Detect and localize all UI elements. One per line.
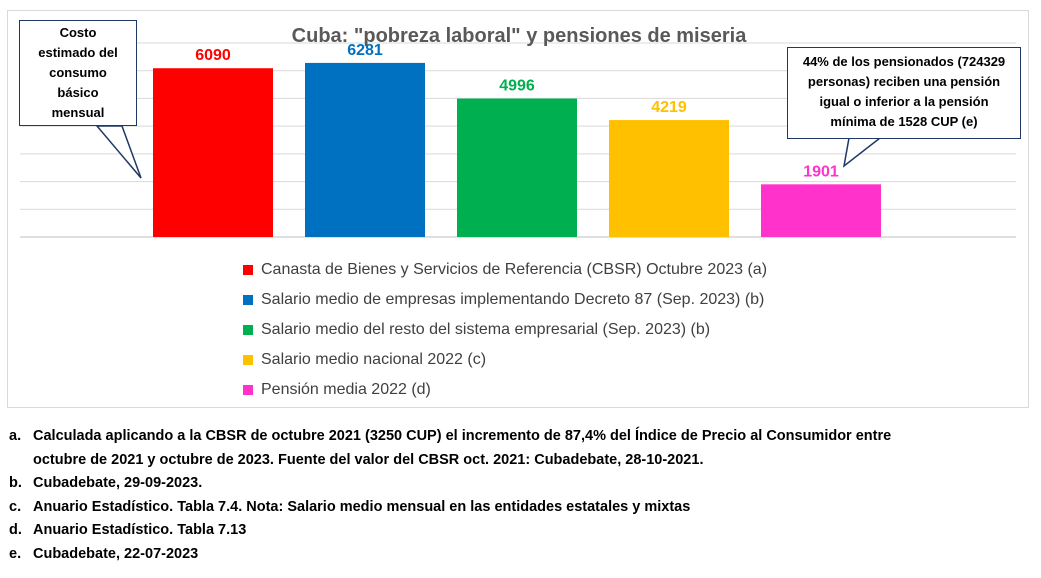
callout-left-line: Costo — [59, 25, 97, 40]
legend-item-3: Salario medio del resto del sistema empr… — [243, 315, 767, 345]
callout-pensioners: 44% de los pensionados (724329 personas) … — [787, 47, 1021, 139]
footnotes: a. Calculada aplicando a la CBSR de octub… — [9, 425, 1034, 566]
footnote-c: c. Anuario Estadístico. Tabla 7.4. Nota: … — [9, 496, 1034, 520]
footnote-letter: d. — [9, 522, 22, 538]
data-label-3: 4996 — [499, 78, 535, 95]
legend-label: Salario medio de empresas implementando … — [261, 291, 765, 308]
data-label-5: 1901 — [803, 163, 839, 180]
legend-item-4: Salario medio nacional 2022 (c) — [243, 345, 767, 375]
footnote-b: b. Cubadebate, 29-09-2023. — [9, 472, 1034, 496]
footnote-line: Cubadebate, 22-07-2023 — [33, 545, 199, 562]
data-label-2: 6281 — [347, 42, 383, 59]
callout-left-line: estimado del — [38, 45, 118, 60]
footnote-line: Calculada aplicando a la CBSR de octubre… — [33, 428, 892, 444]
legend-item-1: Canasta de Bienes y Servicios de Referen… — [243, 255, 767, 285]
footnote-e: e. Cubadebate, 22-07-2023 — [9, 543, 1034, 567]
bar-4 — [609, 120, 729, 237]
footnote-d: d. Anuario Estadístico. Tabla 7.13 — [9, 519, 1034, 543]
chart-legend: Canasta de Bienes y Servicios de Referen… — [243, 255, 767, 405]
legend-swatch — [243, 265, 253, 275]
legend-swatch — [243, 325, 253, 335]
legend-label: Salario medio nacional 2022 (c) — [261, 351, 487, 368]
bar-3 — [457, 98, 577, 237]
callout-left-line: mensual — [51, 105, 105, 120]
callout-left-tail — [95, 125, 142, 179]
footnote-text: Cubadebate, 29-09-2023. — [33, 472, 202, 496]
legend-label: Pensión media 2022 (d) — [261, 381, 431, 398]
footnote-letter: a. — [9, 428, 22, 444]
footnote-text: Anuario Estadístico. Tabla 7.13 — [33, 519, 246, 543]
bar-2 — [305, 62, 425, 237]
legend-swatch — [243, 295, 253, 305]
legend-swatch — [243, 355, 253, 365]
callout-left-line: básico — [57, 85, 99, 100]
footnote-letter: b. — [9, 475, 22, 491]
bar-chart: 6090 6281 4996 4219 1901 — [20, 42, 1016, 238]
callout-right-line: igual o inferior a la pensión — [819, 94, 989, 109]
legend-item-5: Pensión media 2022 (d) — [243, 375, 767, 405]
chart-title: Cuba: "pobreza laboral" y pensiones de m… — [291, 25, 747, 47]
data-label-1: 6090 — [195, 47, 231, 64]
legend-label: Canasta de Bienes y Servicios de Referen… — [261, 261, 768, 278]
footnote-line: octubre de 2021 y octubre de 2023. Fuent… — [33, 451, 704, 468]
footnote-line: Anuario Estadístico. Tabla 7.13 — [33, 522, 247, 538]
callout-right-line: personas) reciben una pensión — [807, 74, 1001, 89]
footnote-text: Cubadebate, 22-07-2023 — [33, 543, 198, 567]
bar-5 — [761, 184, 881, 237]
footnote-letter: e. — [9, 545, 22, 562]
footnote-line: Anuario Estadístico. Tabla 7.4. Nota: Sa… — [33, 498, 691, 515]
footnote-text: Calculada aplicando a la CBSR de octubre… — [33, 425, 891, 472]
callout-right-line: 44% de los pensionados (724329 — [802, 54, 1006, 69]
callout-left-line: consumo — [49, 65, 107, 80]
footnote-text: Anuario Estadístico. Tabla 7.4. Nota: Sa… — [33, 496, 690, 520]
callout-right-line: mínima de 1528 CUP (e) — [830, 114, 978, 129]
footnote-letter: c. — [9, 498, 22, 515]
legend-label: Salario medio del resto del sistema empr… — [261, 321, 711, 338]
legend-item-2: Salario medio de empresas implementando … — [243, 285, 767, 315]
bar-1 — [153, 68, 273, 237]
callout-right-tail — [842, 137, 883, 168]
data-label-4: 4219 — [651, 99, 687, 116]
legend-swatch — [243, 385, 253, 395]
callout-basic-consumption: Costo estimado del consumo básico mensual — [19, 20, 137, 126]
footnote-line: Cubadebate, 29-09-2023. — [33, 475, 203, 491]
footnote-a: a. Calculada aplicando a la CBSR de octub… — [9, 425, 1034, 472]
